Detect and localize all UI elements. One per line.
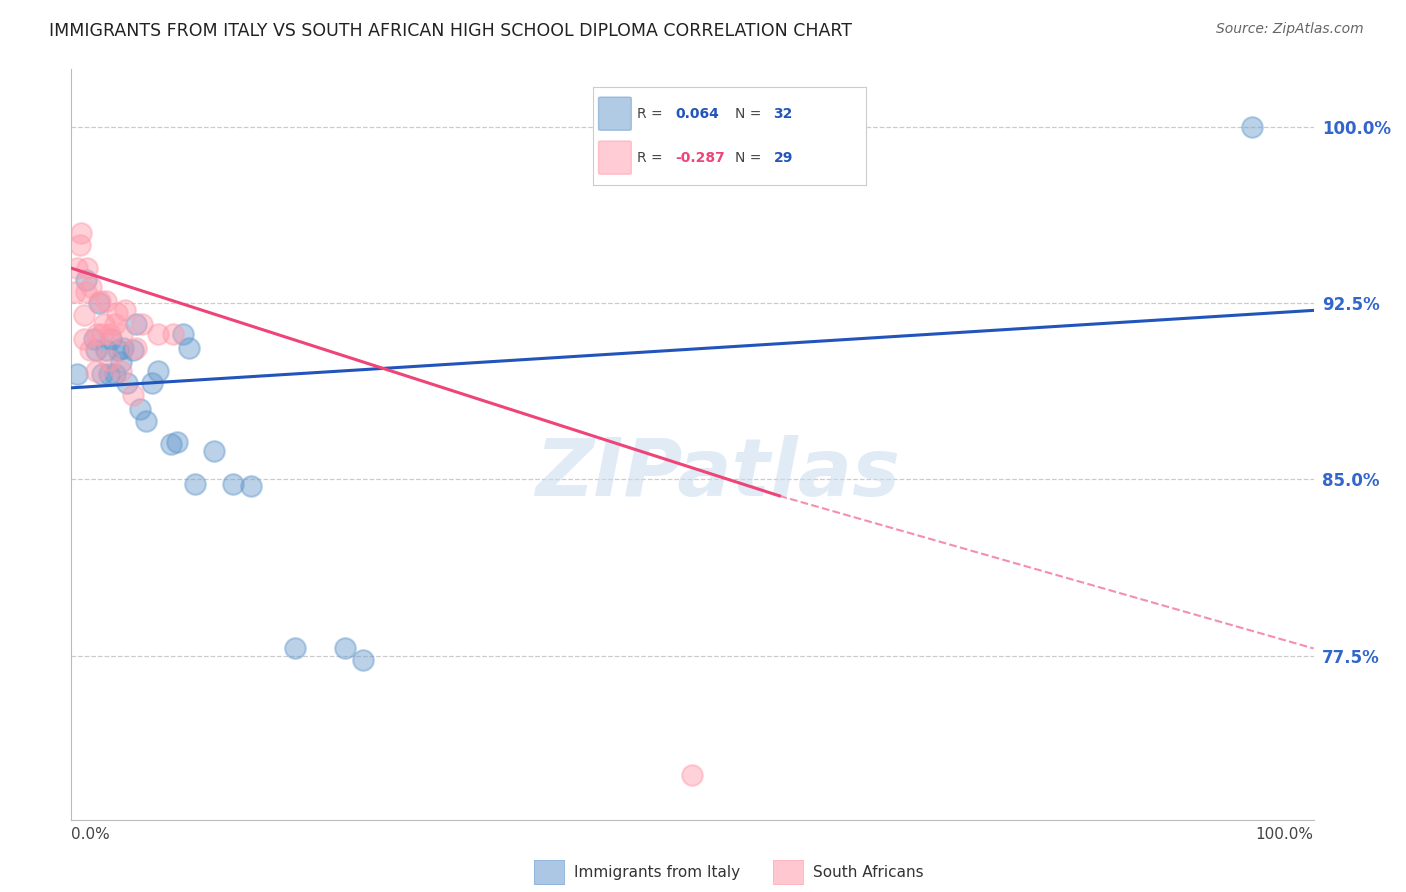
Text: IMMIGRANTS FROM ITALY VS SOUTH AFRICAN HIGH SCHOOL DIPLOMA CORRELATION CHART: IMMIGRANTS FROM ITALY VS SOUTH AFRICAN H… bbox=[49, 22, 852, 40]
Point bbox=[84, 343, 107, 358]
Point bbox=[66, 261, 89, 276]
Point bbox=[131, 318, 153, 332]
Point bbox=[73, 332, 96, 346]
Point bbox=[107, 343, 129, 358]
Point bbox=[93, 318, 115, 332]
Point bbox=[333, 641, 356, 656]
Point bbox=[159, 437, 181, 451]
Point bbox=[148, 326, 170, 341]
Point bbox=[125, 341, 148, 355]
Point bbox=[80, 280, 103, 294]
Point bbox=[114, 303, 136, 318]
Point bbox=[122, 343, 145, 358]
Text: South Africans: South Africans bbox=[813, 865, 924, 880]
Point bbox=[166, 434, 188, 449]
Text: Source: ZipAtlas.com: Source: ZipAtlas.com bbox=[1216, 22, 1364, 37]
Point bbox=[352, 653, 374, 667]
Point bbox=[75, 285, 97, 299]
FancyBboxPatch shape bbox=[773, 860, 804, 885]
Point bbox=[94, 293, 117, 308]
Point bbox=[202, 444, 225, 458]
Point bbox=[63, 285, 86, 299]
Point bbox=[104, 318, 127, 332]
Point bbox=[162, 326, 184, 341]
Point bbox=[83, 332, 105, 346]
Point bbox=[240, 479, 263, 493]
Text: ZIPatlas: ZIPatlas bbox=[534, 435, 900, 513]
Point bbox=[75, 273, 97, 287]
Point bbox=[73, 308, 96, 322]
Text: 100.0%: 100.0% bbox=[1256, 827, 1313, 842]
Point bbox=[91, 367, 114, 381]
Point bbox=[111, 326, 134, 341]
Point bbox=[79, 343, 101, 358]
Point bbox=[84, 364, 107, 378]
Point bbox=[110, 355, 132, 369]
Point bbox=[104, 367, 127, 381]
Point bbox=[172, 326, 194, 341]
Point bbox=[110, 364, 132, 378]
Point bbox=[66, 367, 89, 381]
Point bbox=[105, 306, 128, 320]
Point bbox=[70, 226, 93, 240]
Point bbox=[94, 343, 117, 358]
Point bbox=[125, 318, 148, 332]
Point bbox=[1240, 120, 1263, 135]
Point bbox=[284, 641, 307, 656]
Point bbox=[91, 326, 114, 341]
Point bbox=[87, 296, 110, 310]
Point bbox=[89, 293, 111, 308]
Text: 0.0%: 0.0% bbox=[72, 827, 110, 842]
Point bbox=[98, 326, 121, 341]
Point bbox=[184, 477, 207, 491]
Point bbox=[128, 401, 150, 416]
Point bbox=[148, 364, 170, 378]
Point bbox=[141, 376, 163, 391]
Point bbox=[179, 341, 201, 355]
Point bbox=[222, 477, 245, 491]
Point bbox=[115, 376, 138, 391]
Point bbox=[76, 261, 98, 276]
Point bbox=[112, 341, 135, 355]
Point bbox=[97, 352, 120, 367]
Text: Immigrants from Italy: Immigrants from Italy bbox=[574, 865, 740, 880]
Point bbox=[100, 332, 122, 346]
FancyBboxPatch shape bbox=[534, 860, 565, 885]
Point bbox=[86, 326, 108, 341]
Point bbox=[122, 388, 145, 402]
Point bbox=[69, 237, 91, 252]
Point bbox=[97, 367, 120, 381]
Point bbox=[135, 414, 157, 428]
Point bbox=[681, 768, 703, 782]
